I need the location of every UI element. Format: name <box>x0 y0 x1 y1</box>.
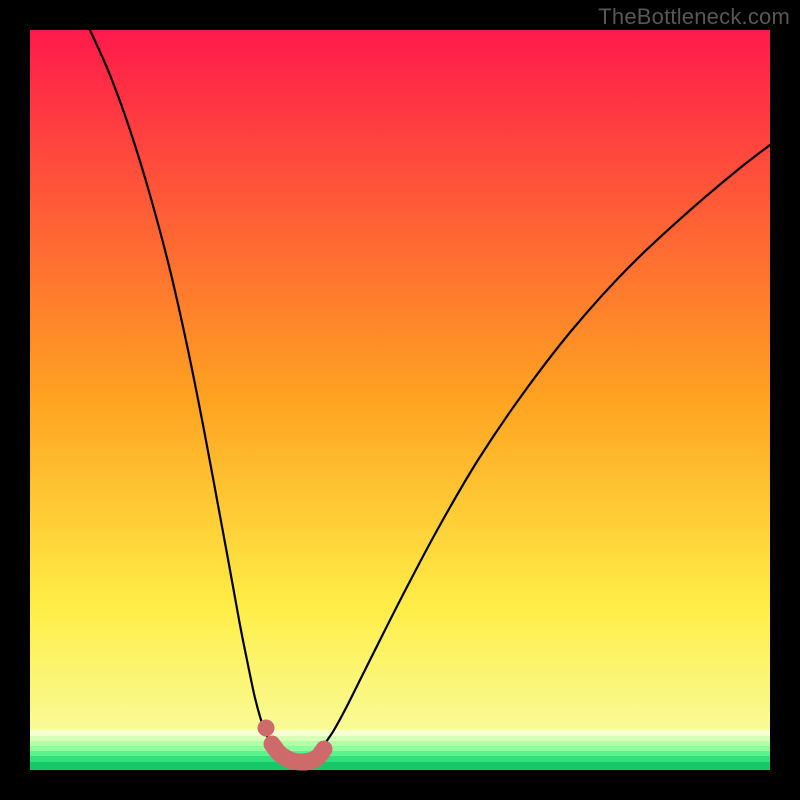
gradient-stripe <box>30 762 770 770</box>
watermark-text: TheBottleneck.com <box>598 4 790 30</box>
bottom-green-stripes <box>30 730 770 770</box>
chart-plot-area <box>30 30 770 770</box>
